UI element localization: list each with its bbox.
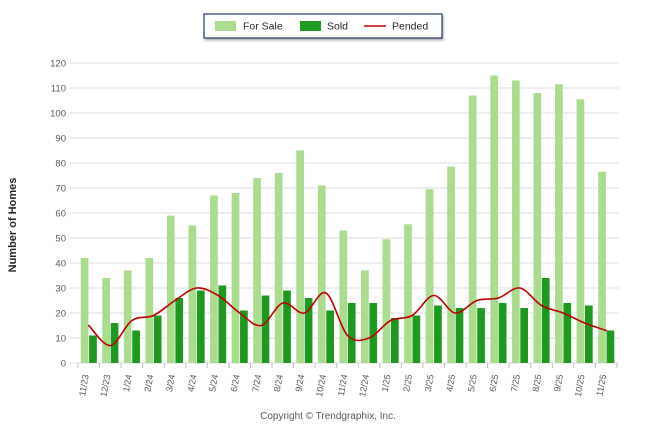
- svg-text:100: 100: [50, 109, 66, 120]
- svg-text:80: 80: [55, 159, 66, 170]
- svg-text:40: 40: [55, 259, 66, 270]
- svg-text:Sold: Sold: [327, 21, 348, 33]
- svg-text:20: 20: [55, 309, 66, 320]
- svg-text:10: 10: [55, 334, 66, 345]
- svg-text:110: 110: [51, 84, 66, 95]
- svg-text:70: 70: [55, 184, 66, 195]
- svg-text:0: 0: [61, 359, 66, 370]
- svg-text:Number of Homes: Number of Homes: [7, 178, 19, 273]
- svg-text:50: 50: [55, 234, 66, 245]
- svg-text:Pended: Pended: [392, 21, 428, 33]
- svg-text:30: 30: [55, 284, 66, 295]
- svg-text:120: 120: [50, 59, 66, 70]
- svg-text:90: 90: [55, 134, 66, 145]
- svg-text:60: 60: [55, 209, 66, 220]
- svg-text:Copyright © Trendgraphix, Inc.: Copyright © Trendgraphix, Inc.: [260, 411, 396, 422]
- svg-text:For Sale: For Sale: [243, 21, 283, 33]
